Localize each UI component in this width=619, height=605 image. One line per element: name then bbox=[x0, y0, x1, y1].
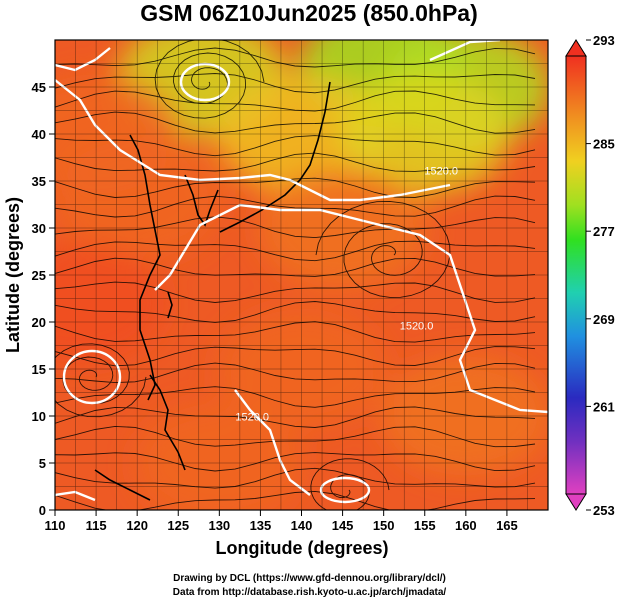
coastline-japan bbox=[219, 81, 331, 233]
x-axis: 110 115 120 125 130 135 140 145 150 155 160 165 bbox=[45, 510, 518, 533]
colorbar-tick-label: 293 bbox=[593, 33, 615, 48]
streamline bbox=[55, 452, 536, 472]
y-tick-label: 30 bbox=[32, 221, 46, 236]
plot-area: 1520.0 1520.0 1520.0 bbox=[55, 40, 548, 510]
contour-1520-low-left bbox=[55, 490, 96, 502]
y-tick-label: 10 bbox=[32, 409, 46, 424]
streamline bbox=[55, 240, 536, 262]
streamline bbox=[55, 321, 536, 343]
streamline bbox=[55, 111, 536, 134]
colorbar-tick-label: 285 bbox=[593, 137, 615, 152]
contour-low-pressure-north bbox=[179, 62, 231, 102]
y-tick-label: 20 bbox=[32, 315, 46, 330]
x-tick-label: 135 bbox=[250, 518, 272, 533]
colorbar-max-arrow bbox=[565, 39, 587, 57]
colorbar-min-arrow bbox=[565, 493, 587, 511]
streamline bbox=[315, 200, 451, 298]
x-tick-label: 130 bbox=[208, 518, 230, 533]
chart-title: GSM 06Z10Jun2025 (850.0hPa) bbox=[140, 0, 478, 26]
streamline bbox=[55, 73, 536, 94]
x-axis-label: Longitude (degrees) bbox=[215, 538, 388, 558]
streamline bbox=[55, 301, 536, 323]
coastlines bbox=[94, 81, 331, 501]
credit-data-source: Data from http://database.rish.kyoto-u.a… bbox=[172, 587, 447, 598]
streamline bbox=[55, 281, 536, 303]
colorbar: 253 261 269 277 285 293 bbox=[565, 33, 615, 518]
coastline-borneo bbox=[94, 469, 151, 501]
colorbar-tick-label: 253 bbox=[593, 503, 615, 518]
credit-drawing: Drawing by DCL (https://www.gfd-dennou.o… bbox=[173, 573, 446, 584]
colorbar-gradient bbox=[565, 55, 587, 495]
coastline-asia bbox=[129, 134, 161, 401]
x-tick-label: 120 bbox=[126, 518, 148, 533]
x-tick-label: 160 bbox=[455, 518, 477, 533]
x-tick-label: 165 bbox=[496, 518, 518, 533]
coastline-philippines bbox=[149, 374, 186, 471]
colorbar-ticks: 253 261 269 277 285 293 bbox=[586, 33, 615, 518]
contour-label-1: 1520.0 bbox=[400, 321, 434, 333]
x-tick-label: 125 bbox=[167, 518, 189, 533]
y-tick-label: 25 bbox=[32, 268, 46, 283]
streamline bbox=[55, 152, 536, 172]
streamline bbox=[55, 425, 536, 448]
streamline bbox=[55, 90, 536, 112]
y-tick-label: 35 bbox=[32, 174, 46, 189]
colorbar-tick-label: 269 bbox=[593, 312, 615, 327]
x-tick-label: 110 bbox=[45, 518, 66, 533]
streamline bbox=[55, 135, 536, 157]
streamline bbox=[55, 195, 536, 218]
streamline bbox=[154, 40, 265, 119]
x-tick-label: 145 bbox=[332, 518, 354, 533]
contour-low-pressure-southwest bbox=[62, 349, 122, 405]
contour-1520-upper-left bbox=[55, 47, 111, 72]
colorbar-tick-label: 261 bbox=[593, 399, 615, 414]
y-tick-label: 15 bbox=[32, 362, 46, 377]
contour-1520-upper-right bbox=[429, 40, 501, 62]
contour-1520-central bbox=[183, 203, 548, 414]
contour-1520-south bbox=[234, 389, 311, 496]
contour-label-0: 1520.0 bbox=[424, 165, 458, 177]
coastline-taiwan bbox=[167, 291, 173, 319]
streamline bbox=[55, 490, 536, 510]
streamline bbox=[55, 216, 536, 239]
x-tick-label: 140 bbox=[291, 518, 313, 533]
y-tick-label: 0 bbox=[39, 503, 46, 518]
streamline bbox=[55, 47, 536, 68]
y-axis: 0 5 10 15 20 25 30 35 40 45 bbox=[32, 80, 55, 518]
grid bbox=[55, 40, 548, 510]
y-axis-label: Latitude (degrees) bbox=[3, 197, 23, 353]
contour-low-pressure-south bbox=[319, 476, 371, 504]
contour-label-2: 1520.0 bbox=[235, 412, 269, 424]
y-tick-label: 40 bbox=[32, 127, 46, 142]
x-tick-label: 155 bbox=[414, 518, 436, 533]
x-tick-label: 150 bbox=[373, 518, 395, 533]
y-tick-label: 45 bbox=[32, 80, 46, 95]
y-tick-label: 5 bbox=[39, 456, 46, 471]
colorbar-tick-label: 277 bbox=[593, 224, 615, 239]
streamline bbox=[55, 406, 536, 428]
coastline-korea bbox=[184, 174, 219, 227]
x-tick-label: 115 bbox=[86, 518, 107, 533]
